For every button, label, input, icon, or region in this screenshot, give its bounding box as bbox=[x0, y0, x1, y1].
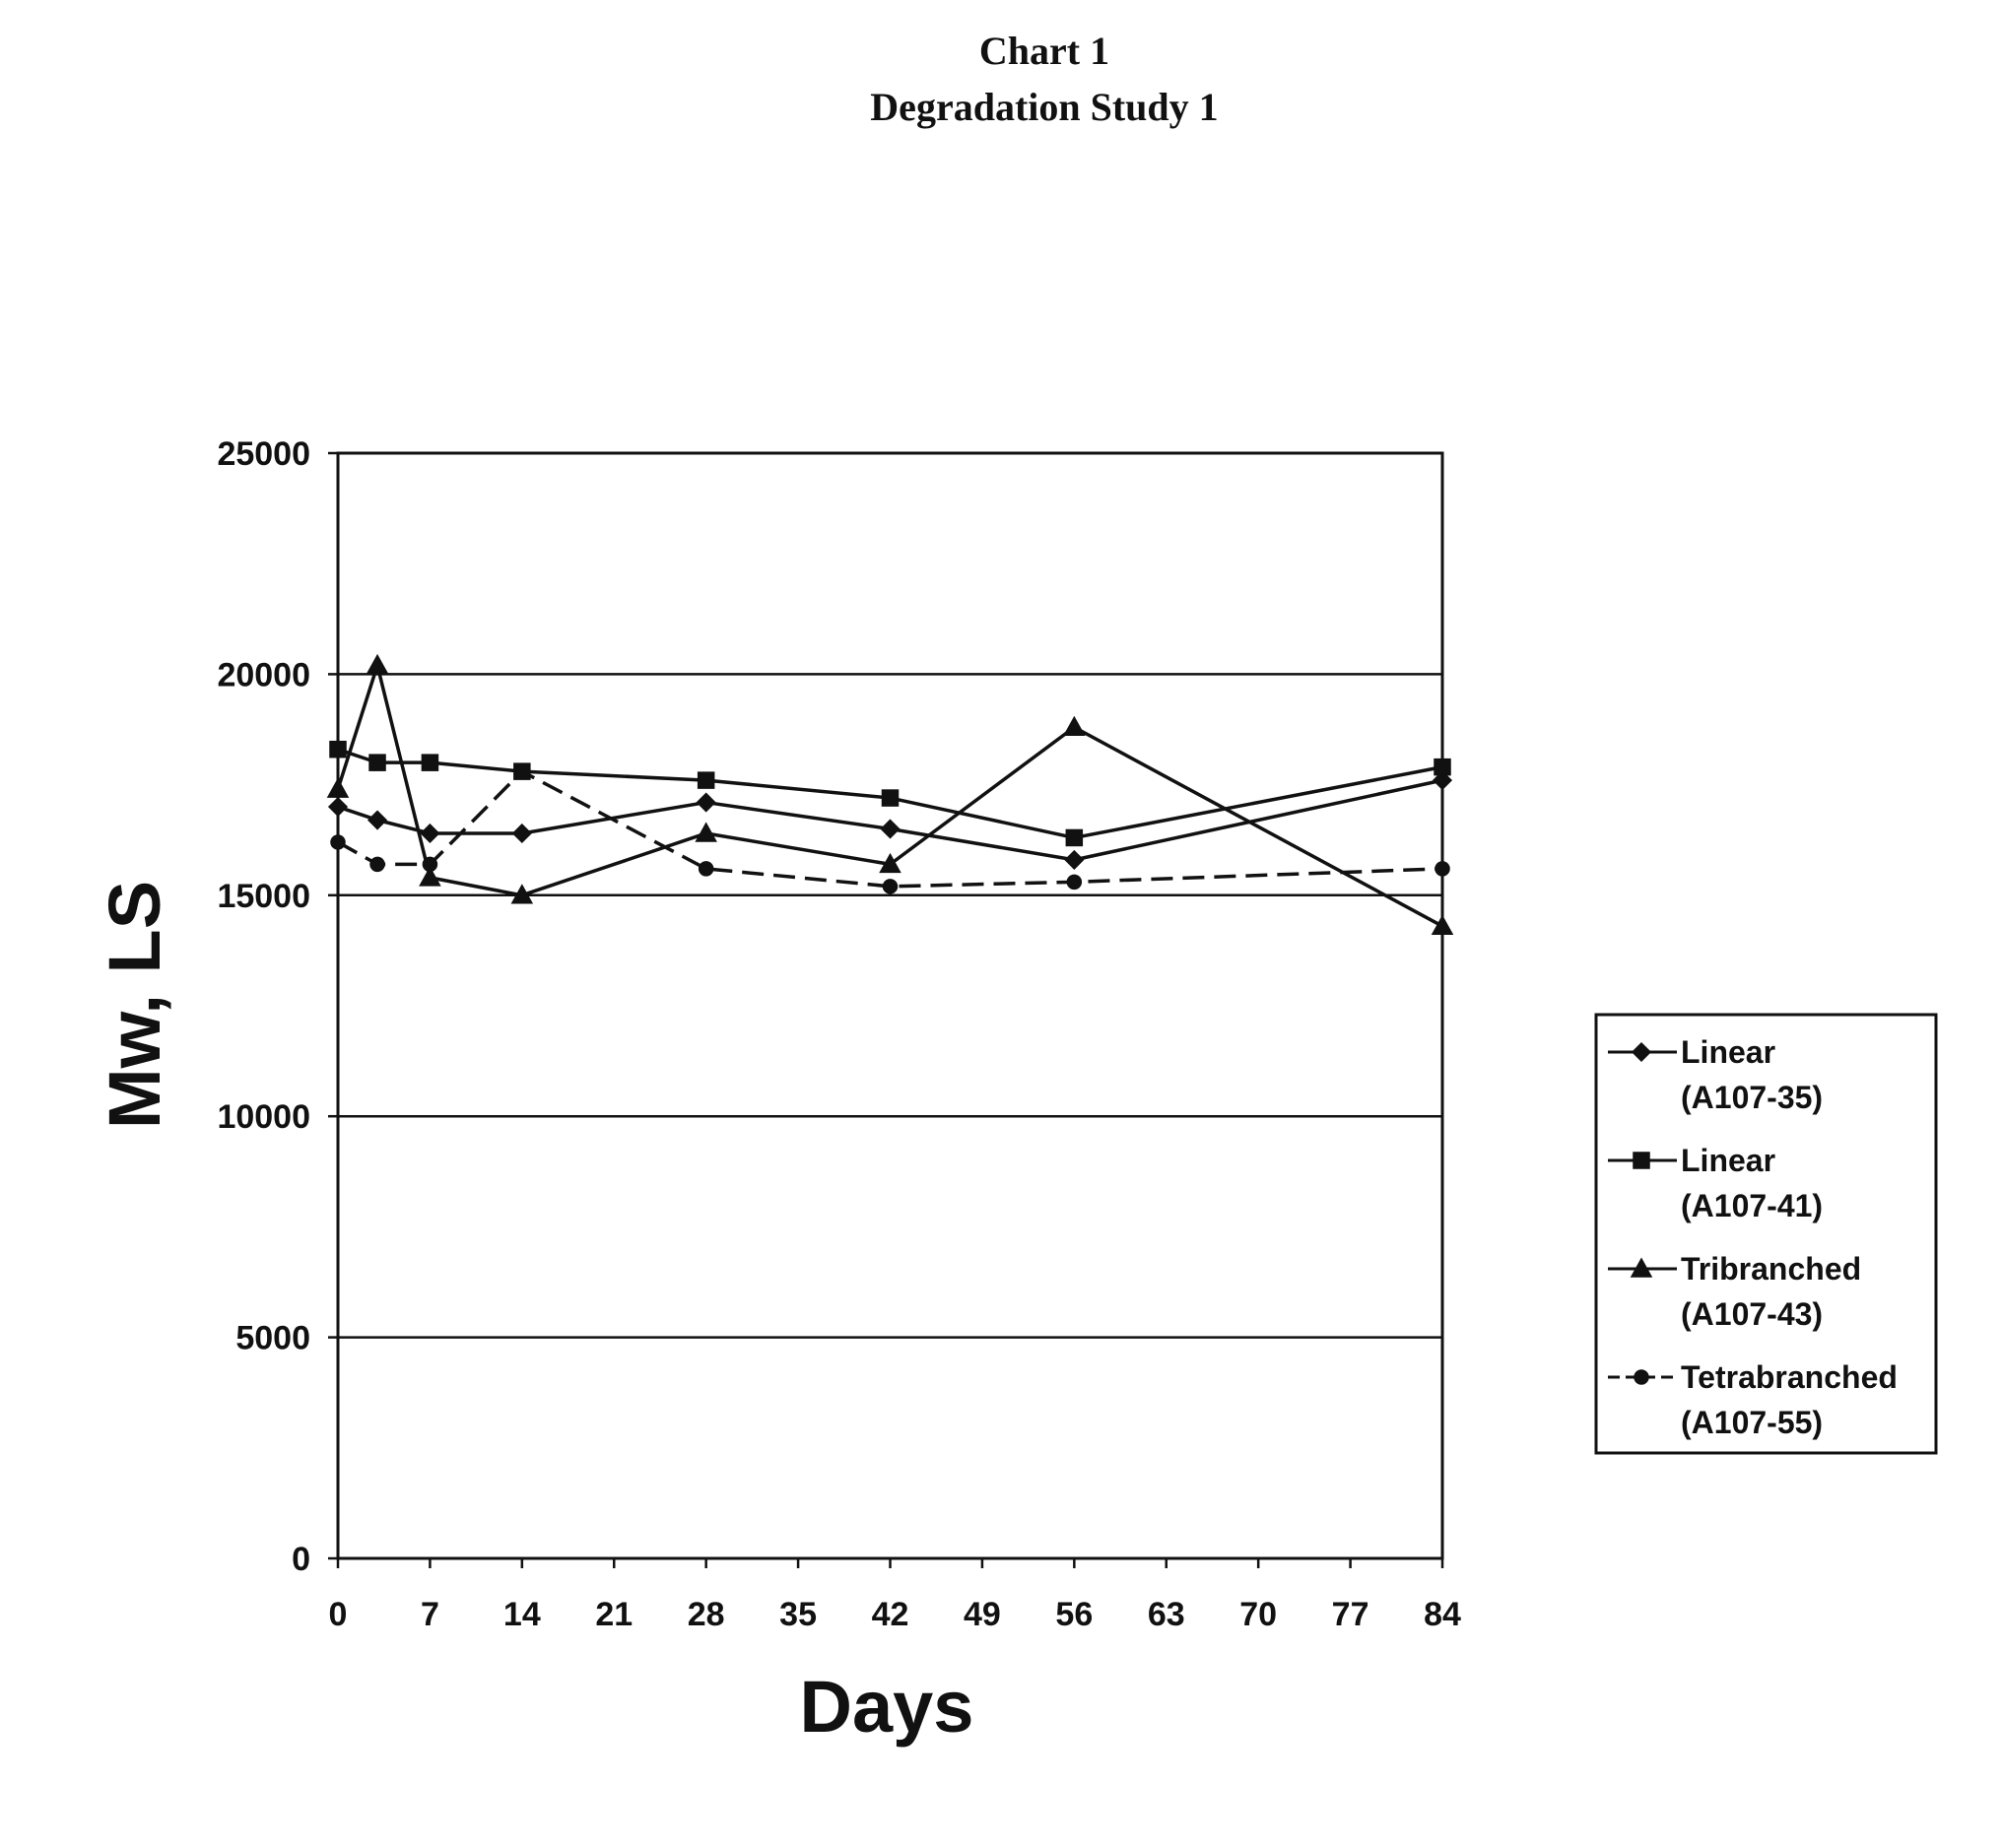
y-axis: 25000 20000 15000 10000 5000 0 bbox=[217, 435, 338, 1578]
data-point bbox=[419, 866, 441, 887]
legend-item: Tribranched (A107-43) bbox=[1608, 1251, 1861, 1332]
gridlines bbox=[338, 673, 1442, 1339]
data-point bbox=[420, 823, 440, 844]
x-tick-label: 56 bbox=[1055, 1596, 1093, 1633]
data-point bbox=[368, 754, 386, 771]
data-point bbox=[696, 792, 716, 813]
data-point bbox=[881, 789, 900, 807]
legend: Linear (A107-35) Linear (A107-41) Tribranche… bbox=[1594, 1013, 1938, 1455]
data-point bbox=[1435, 861, 1450, 877]
data-point bbox=[1434, 758, 1451, 776]
legend-label: Linear bbox=[1681, 1143, 1775, 1178]
x-tick-label: 7 bbox=[421, 1596, 439, 1633]
data-point bbox=[511, 823, 532, 844]
data-point bbox=[695, 822, 717, 842]
legend-label: (A107-35) bbox=[1681, 1080, 1823, 1115]
x-axis: 0 7 14 21 28 35 42 49 56 63 70 77 84 bbox=[329, 1558, 1461, 1633]
legend-item: Tetrabranched (A107-55) bbox=[1608, 1359, 1898, 1440]
x-tick-label: 63 bbox=[1148, 1596, 1185, 1633]
x-tick-label: 42 bbox=[872, 1596, 909, 1633]
series-line bbox=[337, 778, 1443, 862]
chart-title: Chart 1 bbox=[979, 29, 1109, 73]
legend-key-marker bbox=[1631, 1041, 1652, 1063]
x-tick-label: 0 bbox=[329, 1596, 348, 1633]
legend-label: (A107-55) bbox=[1681, 1405, 1823, 1440]
data-point bbox=[1432, 770, 1453, 791]
data-point bbox=[1064, 849, 1085, 870]
legend-key-marker bbox=[1634, 1369, 1649, 1385]
data-point bbox=[327, 796, 349, 818]
legend-item: Linear (A107-41) bbox=[1608, 1143, 1823, 1223]
x-tick-label: 49 bbox=[964, 1596, 1001, 1633]
chart-subtitle: Degradation Study 1 bbox=[870, 85, 1218, 129]
data-point bbox=[330, 834, 346, 850]
x-tick-label: 21 bbox=[595, 1596, 633, 1633]
legend-key-marker bbox=[1633, 1152, 1650, 1169]
y-axis-title: Mw, LS bbox=[94, 881, 175, 1129]
plot-area-frame bbox=[336, 451, 1444, 1560]
data-point bbox=[421, 754, 439, 771]
data-point bbox=[1063, 715, 1086, 737]
data-point bbox=[880, 819, 901, 839]
x-tick-label: 70 bbox=[1239, 1596, 1277, 1633]
x-tick-label: 77 bbox=[1332, 1596, 1369, 1633]
series-group bbox=[326, 653, 1454, 935]
series-3 bbox=[326, 653, 1454, 935]
series-1 bbox=[327, 770, 1453, 870]
data-point bbox=[1065, 828, 1084, 847]
data-point bbox=[879, 852, 901, 874]
legend-label: (A107-43) bbox=[1681, 1296, 1823, 1332]
series-line bbox=[336, 663, 1443, 928]
data-point bbox=[882, 879, 899, 894]
y-tick-label: 25000 bbox=[217, 435, 310, 473]
data-point bbox=[510, 884, 534, 904]
y-tick-label: 15000 bbox=[217, 878, 310, 915]
data-point bbox=[1066, 874, 1083, 891]
legend-label: Tetrabranched bbox=[1681, 1359, 1898, 1395]
legend-item: Linear (A107-35) bbox=[1608, 1034, 1823, 1115]
legend-frame bbox=[1594, 1013, 1938, 1455]
data-point bbox=[422, 856, 438, 873]
data-point bbox=[697, 771, 715, 789]
data-point bbox=[329, 740, 347, 759]
data-point bbox=[366, 653, 389, 675]
series-4 bbox=[330, 763, 1450, 894]
legend-label: Tribranched bbox=[1681, 1251, 1861, 1287]
data-point bbox=[367, 810, 388, 830]
x-tick-label: 84 bbox=[1424, 1596, 1461, 1633]
x-tick-label: 28 bbox=[688, 1596, 725, 1633]
x-tick-label: 35 bbox=[779, 1596, 817, 1633]
data-point bbox=[326, 777, 350, 798]
data-point bbox=[1431, 914, 1454, 935]
y-tick-label: 20000 bbox=[217, 656, 310, 693]
y-tick-label: 10000 bbox=[217, 1098, 310, 1136]
x-tick-label: 14 bbox=[503, 1596, 541, 1633]
y-tick-label: 0 bbox=[292, 1541, 310, 1578]
data-point bbox=[514, 763, 530, 779]
legend-key-marker bbox=[1630, 1257, 1653, 1278]
data-point bbox=[698, 861, 714, 877]
series-line bbox=[337, 769, 1443, 889]
legend-label: (A107-41) bbox=[1681, 1188, 1823, 1223]
legend-label: Linear bbox=[1681, 1034, 1775, 1070]
data-point bbox=[369, 856, 385, 873]
y-tick-label: 5000 bbox=[235, 1320, 310, 1357]
series-line bbox=[337, 748, 1443, 840]
x-axis-title: Days bbox=[800, 1666, 974, 1748]
